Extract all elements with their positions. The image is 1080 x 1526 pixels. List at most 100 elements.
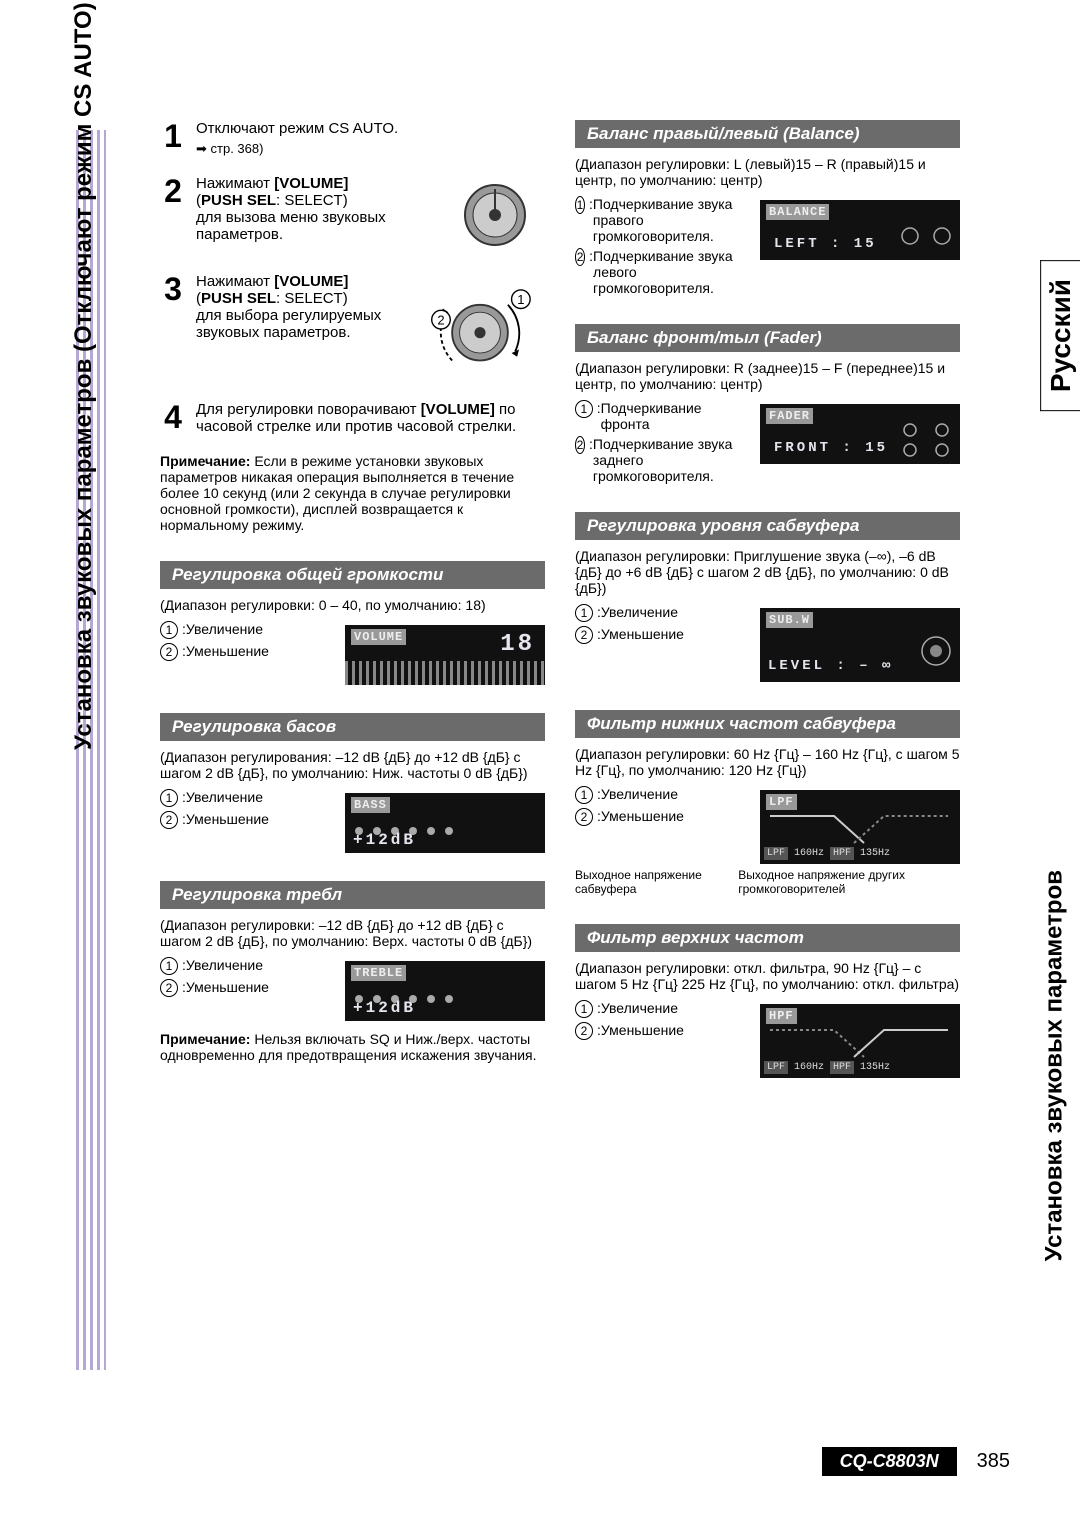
- circled-1-icon: 1: [575, 196, 585, 214]
- display-balance: BALANCE LEFT : 15: [760, 200, 960, 260]
- circled-2-icon: 2: [160, 979, 178, 997]
- step-number: 1: [160, 120, 186, 152]
- display-treble: TREBLE +12dB: [345, 961, 545, 1021]
- step-body: Нажимают [VOLUME] (PUSH SEL: SELECT) для…: [196, 175, 545, 255]
- section-row: 1 : Увеличение 2 : Уменьшение SUB.W LEVE…: [575, 600, 960, 682]
- section-row: 1 : Увеличение 2 : Уменьшение VOLUME 18: [160, 617, 545, 685]
- lpf-curve-icon: [764, 808, 954, 848]
- step-1: 1 Отключают режим CS AUTO. ➡ (➡ стр. 368…: [160, 120, 545, 157]
- subhead-hpf: Фильтр верхних частот: [575, 924, 960, 952]
- step-body: Для регулировки поворачивают [VOLUME] по…: [196, 401, 545, 435]
- range-note: (Диапазон регулировки: откл. фильтра, 90…: [575, 960, 960, 992]
- note: Примечание: Если в режиме установки звук…: [160, 453, 545, 533]
- range-note: (Диапазон регулировки: Приглушение звука…: [575, 548, 960, 596]
- circled-1-icon: 1: [575, 1000, 593, 1018]
- section-row: 1 : Увеличение 2 : Уменьшение BASS +12dB: [160, 785, 545, 853]
- descriptions: 1 : Подчеркивание звука правого громкого…: [575, 192, 752, 296]
- descriptions: 1 : Увеличение 2 : Уменьшение: [160, 617, 337, 685]
- descriptions: 1 : Подчеркивание фронта 2 : Подчеркиван…: [575, 396, 752, 484]
- subw-graphic-icon: [886, 626, 956, 676]
- circled-2-icon: 2: [160, 643, 178, 661]
- circled-2-icon: 2: [575, 626, 593, 644]
- step-text: Отключают режим CS AUTO.: [196, 120, 398, 137]
- step-body: Нажимают [VOLUME] (PUSH SEL: SELECT) для…: [196, 273, 545, 383]
- step-4: 4 Для регулировки поворачивают [VOLUME] …: [160, 401, 545, 435]
- range-note: (Диапазон регулировки: 60 Hz {Гц} – 160 …: [575, 746, 960, 778]
- circled-2-icon: 2: [575, 1022, 593, 1040]
- lpf-legend: Выходное напряжение сабвуфера Выходное н…: [575, 868, 960, 896]
- section-row: 1 : Подчеркивание фронта 2 : Подчеркиван…: [575, 396, 960, 484]
- speaker-fader-icon: [898, 420, 954, 460]
- circled-1-icon: 1: [575, 604, 593, 622]
- range-note: (Диапазон регулировки: L (левый)15 – R (…: [575, 156, 960, 188]
- subhead-bass: Регулировка басов: [160, 713, 545, 741]
- display-bottom-row: LPF 160Hz HPF 135Hz: [764, 1061, 956, 1074]
- note-lead: Примечание:: [160, 1031, 250, 1047]
- display-bottom-row: LPF 160Hz HPF 135Hz: [764, 847, 956, 860]
- right-column: Баланс правый/левый (Balance) (Диапазон …: [575, 120, 960, 1078]
- page-number: 385: [977, 1450, 1010, 1473]
- range-note: (Диапазон регулировки: R (заднее)15 – F …: [575, 360, 960, 392]
- volume-knob-icon: [445, 175, 545, 255]
- subhead-subw: Регулировка уровня сабвуфера: [575, 512, 960, 540]
- step-2: 2 Нажимают [VOLUME] (PUSH SEL: SELECT) д…: [160, 175, 545, 255]
- display-fader: FADER FRONT : 15: [760, 404, 960, 464]
- range-note: (Диапазон регулировки: –12 dB {дБ} до +1…: [160, 917, 545, 949]
- circled-1-icon: 1: [160, 957, 178, 975]
- content-columns: 1 Отключают режим CS AUTO. ➡ (➡ стр. 368…: [160, 120, 960, 1078]
- subhead-volume: Регулировка общей громкости: [160, 561, 545, 589]
- section-row: 1 : Увеличение 2 : Уменьшение TREBLE +12…: [160, 953, 545, 1021]
- step-number: 4: [160, 401, 186, 433]
- display-volume: VOLUME 18: [345, 625, 545, 685]
- display-hpf: HPF LPF 160Hz HPF 135Hz: [760, 1004, 960, 1078]
- svg-text:2: 2: [437, 312, 444, 327]
- range-note: (Диапазон регулирования: –12 dB {дБ} до …: [160, 749, 545, 781]
- range-note: (Диапазон регулировки: 0 – 40, по умолча…: [160, 597, 545, 613]
- step-text: Нажимают [VOLUME] (PUSH SEL: SELECT) для…: [196, 175, 435, 243]
- circled-2-icon: 2: [575, 248, 585, 266]
- model-badge: CQ-C8803N: [822, 1447, 957, 1476]
- circled-1-icon: 1: [575, 400, 593, 418]
- descriptions: 1 : Увеличение 2 : Уменьшение: [575, 996, 752, 1078]
- note-lead: Примечание:: [160, 453, 250, 469]
- hpf-curve-icon: [764, 1022, 954, 1062]
- left-column: 1 Отключают режим CS AUTO. ➡ (➡ стр. 368…: [160, 120, 545, 1078]
- section-row: 1 : Подчеркивание звука правого громкого…: [575, 192, 960, 296]
- volume-knob-rotate-icon: 1 2: [415, 273, 545, 383]
- descriptions: 1 : Увеличение 2 : Уменьшение: [575, 782, 752, 864]
- note: Примечание: Нельзя включать SQ и Ниж./ве…: [160, 1031, 545, 1063]
- subhead-balance: Баланс правый/левый (Balance): [575, 120, 960, 148]
- step-number: 2: [160, 175, 186, 207]
- display-lpf: LPF LPF 160Hz HPF 135Hz: [760, 790, 960, 864]
- side-vertical-title: Установка звуковых параметров: [1040, 870, 1068, 1261]
- section-row: 1 : Увеличение 2 : Уменьшение LPF LPF 16…: [575, 782, 960, 864]
- language-tab: Русский: [1040, 260, 1080, 411]
- step-text: Нажимают [VOLUME] (PUSH SEL: SELECT) для…: [196, 273, 405, 341]
- pageref-text-visible: стр. 368): [211, 141, 264, 156]
- main-vertical-title: Установка звуковых параметров (Отключают…: [70, 2, 98, 750]
- circled-1-icon: 1: [160, 789, 178, 807]
- display-subw: SUB.W LEVEL : – ∞: [760, 608, 960, 682]
- circled-2-icon: 2: [575, 436, 585, 454]
- legend-sub: Выходное напряжение сабвуфера: [575, 868, 728, 896]
- circled-2-icon: 2: [160, 811, 178, 829]
- circled-2-icon: 2: [575, 808, 593, 826]
- step-number: 3: [160, 273, 186, 305]
- subhead-treble: Регулировка требл: [160, 881, 545, 909]
- step-body: Отключают режим CS AUTO. ➡ (➡ стр. 368) …: [196, 120, 545, 157]
- descriptions: 1 : Увеличение 2 : Уменьшение: [160, 785, 337, 853]
- page-reference: ➡ (➡ стр. 368) стр. 368): [196, 141, 545, 157]
- descriptions: 1 : Увеличение 2 : Уменьшение: [160, 953, 337, 1021]
- svg-text:1: 1: [517, 292, 524, 307]
- circled-1-icon: 1: [575, 786, 593, 804]
- speaker-balance-icon: [898, 216, 954, 256]
- descriptions: 1 : Увеличение 2 : Уменьшение: [575, 600, 752, 682]
- display-bass: BASS +12dB: [345, 793, 545, 853]
- step-3: 3 Нажимают [VOLUME] (PUSH SEL: SELECT) д…: [160, 273, 545, 383]
- subhead-lpf: Фильтр нижних частот сабвуфера: [575, 710, 960, 738]
- section-row: 1 : Увеличение 2 : Уменьшение HPF LPF 16…: [575, 996, 960, 1078]
- legend-other: Выходное напряжение других громкоговорит…: [738, 868, 960, 896]
- display-stripes: [345, 661, 545, 685]
- circled-1-icon: 1: [160, 621, 178, 639]
- arrow-icon: ➡: [196, 141, 211, 156]
